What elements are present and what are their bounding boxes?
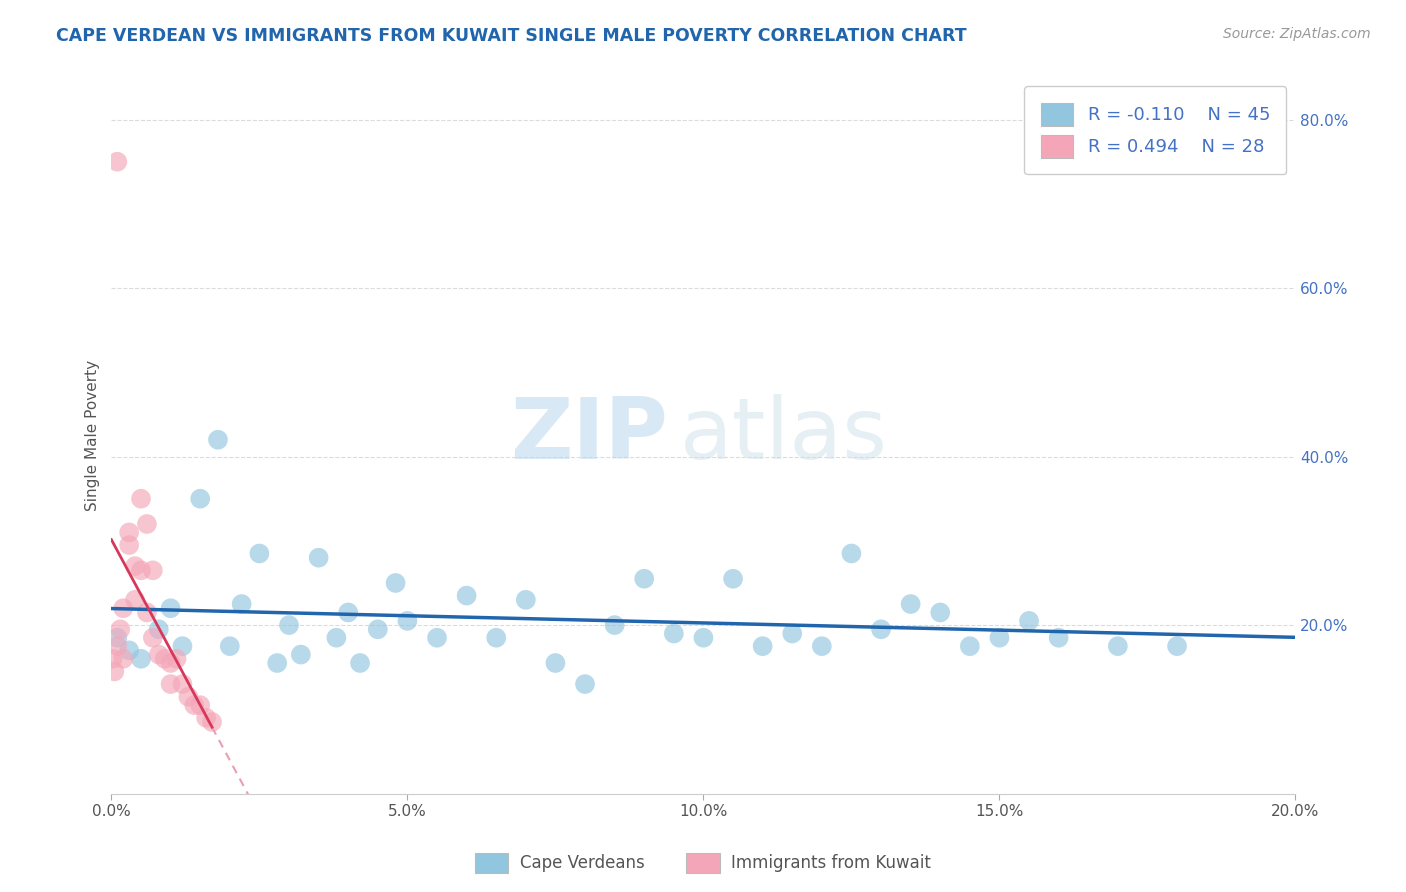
- Point: [136, 606, 159, 620]
- Point: [118, 525, 141, 540]
- Point: [172, 677, 194, 691]
- Point: [1107, 639, 1129, 653]
- Point: [325, 631, 347, 645]
- Point: [142, 631, 165, 645]
- Point: [101, 652, 124, 666]
- Point: [662, 626, 685, 640]
- Point: [153, 652, 176, 666]
- Point: [959, 639, 981, 653]
- Point: [384, 576, 406, 591]
- Point: [166, 652, 188, 666]
- Point: [148, 648, 170, 662]
- Point: [159, 656, 181, 670]
- Point: [870, 623, 893, 637]
- Point: [249, 546, 271, 560]
- Point: [207, 433, 229, 447]
- Point: [290, 648, 312, 662]
- Point: [396, 614, 419, 628]
- Point: [721, 572, 744, 586]
- Point: [183, 698, 205, 713]
- Point: [201, 714, 224, 729]
- Point: [159, 677, 181, 691]
- Point: [118, 643, 141, 657]
- Text: ZIP: ZIP: [510, 394, 668, 477]
- Point: [349, 656, 371, 670]
- Point: [103, 665, 125, 679]
- Point: [308, 550, 330, 565]
- Point: [124, 559, 146, 574]
- Point: [929, 606, 952, 620]
- Point: [136, 516, 159, 531]
- Legend: Cape Verdeans, Immigrants from Kuwait: Cape Verdeans, Immigrants from Kuwait: [468, 847, 938, 880]
- Point: [633, 572, 655, 586]
- Y-axis label: Single Male Poverty: Single Male Poverty: [86, 360, 100, 511]
- Legend: R = -0.110    N = 45, R = 0.494    N = 28: R = -0.110 N = 45, R = 0.494 N = 28: [1025, 87, 1286, 175]
- Point: [129, 491, 152, 506]
- Point: [337, 606, 360, 620]
- Point: [278, 618, 301, 632]
- Point: [105, 631, 128, 645]
- Point: [811, 639, 834, 653]
- Point: [112, 652, 135, 666]
- Point: [231, 597, 253, 611]
- Point: [129, 563, 152, 577]
- Point: [129, 652, 152, 666]
- Text: atlas: atlas: [679, 394, 887, 477]
- Point: [544, 656, 567, 670]
- Point: [188, 698, 211, 713]
- Point: [751, 639, 773, 653]
- Point: [900, 597, 922, 611]
- Point: [105, 639, 128, 653]
- Point: [124, 592, 146, 607]
- Point: [172, 639, 194, 653]
- Point: [142, 563, 165, 577]
- Point: [485, 631, 508, 645]
- Point: [218, 639, 240, 653]
- Point: [574, 677, 596, 691]
- Point: [159, 601, 181, 615]
- Point: [988, 631, 1011, 645]
- Point: [603, 618, 626, 632]
- Point: [1047, 631, 1070, 645]
- Point: [177, 690, 200, 704]
- Point: [110, 623, 132, 637]
- Point: [112, 601, 135, 615]
- Point: [105, 154, 128, 169]
- Point: [841, 546, 863, 560]
- Point: [456, 589, 478, 603]
- Point: [1018, 614, 1040, 628]
- Text: CAPE VERDEAN VS IMMIGRANTS FROM KUWAIT SINGLE MALE POVERTY CORRELATION CHART: CAPE VERDEAN VS IMMIGRANTS FROM KUWAIT S…: [56, 27, 967, 45]
- Text: Source: ZipAtlas.com: Source: ZipAtlas.com: [1223, 27, 1371, 41]
- Point: [426, 631, 449, 645]
- Point: [515, 592, 537, 607]
- Point: [1166, 639, 1188, 653]
- Point: [188, 491, 211, 506]
- Point: [367, 623, 389, 637]
- Point: [195, 711, 218, 725]
- Point: [148, 623, 170, 637]
- Point: [780, 626, 803, 640]
- Point: [266, 656, 288, 670]
- Point: [118, 538, 141, 552]
- Point: [692, 631, 714, 645]
